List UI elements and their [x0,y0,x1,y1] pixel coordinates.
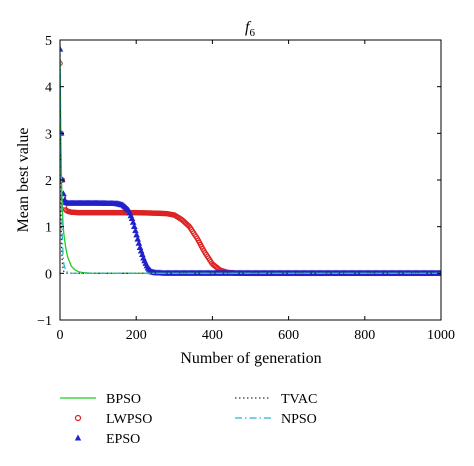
data-point [133,231,140,238]
x-tick-label: 200 [126,328,147,343]
series-line-bpso [60,58,441,274]
y-tick-label: 1 [45,221,52,236]
series-bpso [60,58,441,274]
data-point [130,223,138,229]
y-tick-label: −1 [37,314,52,329]
x-tick-label: 800 [354,328,375,343]
legend-swatch [74,434,82,441]
series-layer [60,44,441,277]
series-lwpso [60,60,441,277]
legend-label: BPSO [106,392,141,407]
y-tick-label: 2 [45,174,52,189]
legend-swatch [74,414,82,422]
legend: BPSO LWPSO EPSO TVAC NPSO [60,392,317,447]
data-point [135,239,143,246]
y-axis-label: Mean best value [15,128,32,233]
legend-item-lwpso: LWPSO [74,412,152,427]
x-axis-label: Number of generation [180,350,321,367]
data-point [60,45,64,52]
legend-label: EPSO [106,432,140,447]
y-tick-label: 0 [45,267,52,282]
legend-item-tvac: TVAC [235,392,317,407]
legend-item-npso: NPSO [235,412,317,427]
legend-item-bpso: BPSO [60,392,141,407]
data-point [134,235,142,242]
x-tick-label: 600 [278,328,299,343]
series-tvac [60,86,441,274]
chart-title-main: f [245,19,252,36]
legend-label: NPSO [281,412,317,427]
series-line-npso [60,44,441,274]
x-tick-label: 1000 [427,328,455,343]
legend-label: LWPSO [106,412,152,427]
chart-title-sub: 6 [249,27,255,39]
series-npso [60,44,441,274]
data-point [132,227,139,234]
x-tick-label: 0 [57,328,64,343]
legend-label: TVAC [281,392,317,407]
y-tick-label: 5 [45,34,52,49]
legend-item-epso: EPSO [74,432,140,447]
data-point [129,218,137,225]
plot-frame [59,39,442,321]
chart-title: f6 [245,19,255,39]
series-line-tvac [60,86,441,274]
series-epso [60,45,441,276]
y-tick-label: 3 [45,127,52,142]
data-point [60,60,63,67]
x-tick-label: 400 [202,328,223,343]
ticks-layer: 0 200 400 600 800 1000 −1 0 1 2 3 4 5 [37,34,455,343]
y-tick-label: 4 [45,81,52,96]
